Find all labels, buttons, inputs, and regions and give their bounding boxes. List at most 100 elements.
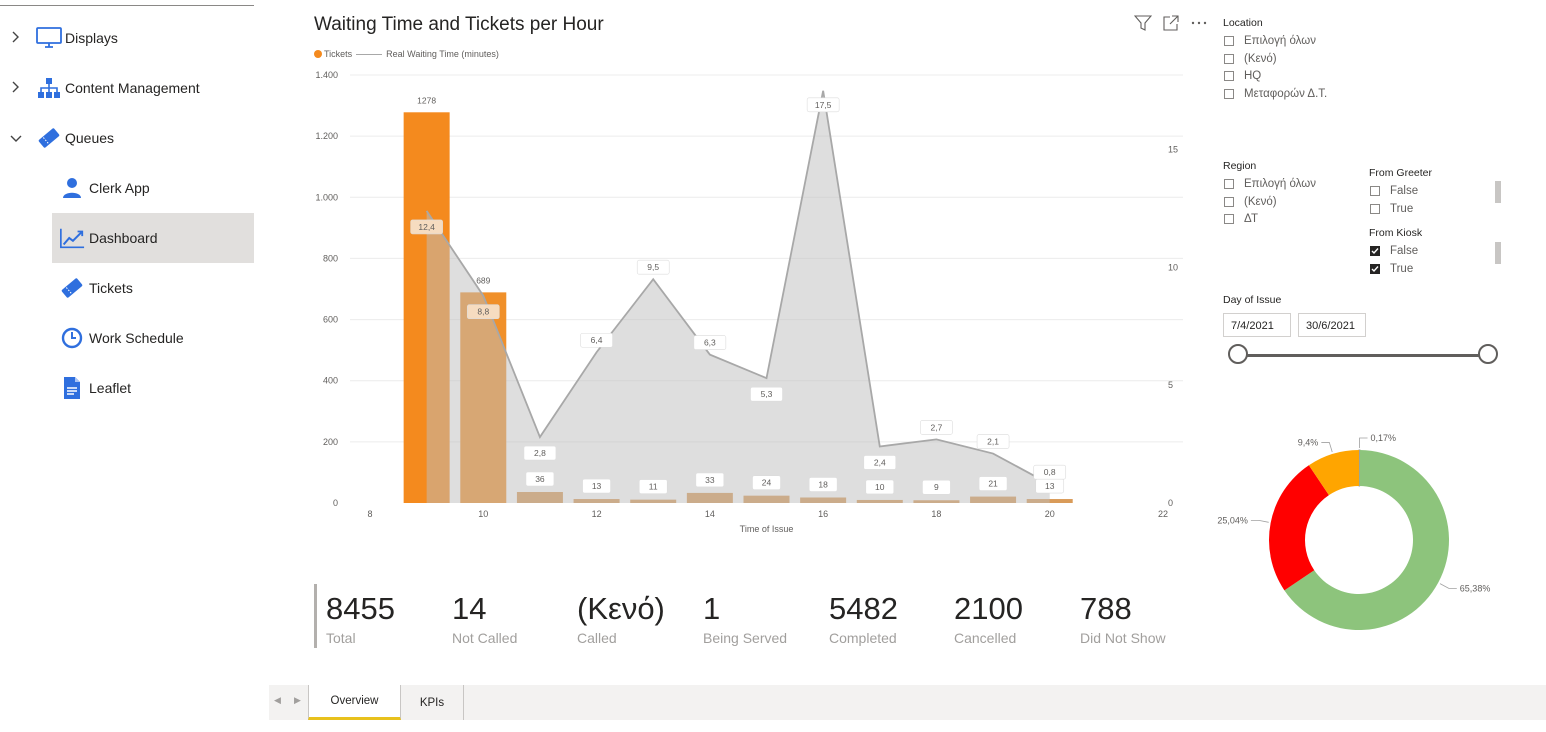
checkbox-checked-icon[interactable] (1370, 263, 1380, 274)
checkbox-icon[interactable] (1224, 88, 1234, 99)
sidebar-item-work-schedule[interactable]: Work Schedule (52, 313, 254, 363)
tab-kpis[interactable]: KPIs (401, 685, 464, 720)
donut-slice-label: 0,17% (1371, 433, 1397, 443)
bar-data-label: 24 (762, 478, 772, 488)
y-axis-left-tick-label: 600 (323, 315, 338, 325)
end-date-input[interactable]: 30/6/2021 (1298, 313, 1366, 337)
sidebar-item-content-management[interactable]: Content Management (0, 63, 254, 113)
region-option[interactable]: Επιλογή όλων (1224, 178, 1316, 190)
from-kiosk-slicer-title: From Kiosk (1369, 227, 1423, 239)
donut-slice (1284, 450, 1449, 630)
kpi-value: 8455 (326, 591, 395, 626)
sidebar-item-displays[interactable]: Displays (0, 13, 254, 63)
option-label: False (1390, 185, 1419, 197)
sidebar-item-leaflet[interactable]: Leaflet (52, 363, 254, 413)
tab-prev-icon[interactable]: ◀ (274, 695, 281, 705)
focus-mode-icon[interactable] (1162, 14, 1180, 32)
bar-data-label-bg (695, 472, 725, 488)
chevron-right-icon[interactable] (10, 81, 22, 96)
legend-marker-waiting-time (356, 53, 383, 55)
bar-data-label-bg (752, 475, 781, 490)
checkbox-icon[interactable] (1224, 53, 1234, 64)
more-options-icon[interactable] (1190, 14, 1208, 32)
ticket-icon (36, 125, 62, 151)
from-greeter-option[interactable]: True (1370, 203, 1413, 215)
line-data-label-bg (410, 219, 443, 235)
bar-data-label: 689 (476, 275, 490, 285)
checkbox-icon[interactable] (1224, 71, 1234, 81)
tab-next-icon[interactable]: ▶ (294, 695, 301, 705)
line-data-label-bg (750, 386, 783, 402)
option-label: ΔΤ (1244, 213, 1259, 225)
region-slicer-title: Region (1223, 160, 1257, 172)
bar-data-label-bg (865, 479, 895, 495)
from-greeter-scrollbar[interactable] (1495, 181, 1501, 203)
x-axis-tick-label: 14 (705, 509, 715, 519)
region-option[interactable]: (Κενό) (1224, 196, 1277, 208)
from-greeter-option[interactable]: False (1370, 185, 1418, 197)
kpi-accent-bar (314, 584, 317, 648)
checkbox-icon[interactable] (1224, 196, 1234, 207)
location-option[interactable]: HQ (1224, 70, 1261, 82)
chart-legend: Tickets Real Waiting Time (minutes) (314, 49, 499, 59)
checkbox-icon[interactable] (1370, 186, 1380, 196)
location-option[interactable]: (Κενό) (1224, 53, 1277, 65)
bar-data-label-bg (525, 471, 555, 487)
sidebar-item-clerk-app[interactable]: Clerk App (52, 163, 254, 213)
from-kiosk-option[interactable]: True (1370, 263, 1413, 275)
sidebar-item-label: Clerk App (89, 180, 150, 196)
option-label: True (1390, 202, 1414, 215)
sidebar-item-dashboard[interactable]: Dashboard (52, 213, 254, 263)
checkbox-checked-icon[interactable] (1370, 246, 1380, 256)
line-data-label-bg (1033, 464, 1067, 480)
option-label: True (1390, 262, 1414, 275)
donut-slice-label: 25,04% (1217, 515, 1248, 525)
bar-data-label: 13 (592, 481, 602, 491)
line-data-label: 9,5 (647, 262, 659, 272)
line-data-label-bg (693, 335, 727, 350)
start-date-input[interactable]: 7/4/2021 (1223, 313, 1291, 337)
kpi-value: 2100 (954, 591, 1023, 626)
checkbox-icon[interactable] (1224, 36, 1234, 46)
date-range-start-handle[interactable] (1228, 344, 1248, 364)
sidebar-item-tickets[interactable]: Tickets (52, 263, 254, 313)
x-axis-tick-label: 16 (818, 509, 828, 519)
bar-data-label-bg (978, 476, 1008, 491)
donut-slice-label: 9,4% (1298, 437, 1319, 447)
y-axis-left-tick-label: 1.400 (315, 70, 338, 80)
region-option[interactable]: ΔΤ (1224, 213, 1258, 225)
location-option[interactable]: Επιλογή όλων (1224, 35, 1316, 47)
checkbox-icon[interactable] (1224, 179, 1234, 189)
line-data-label-bg (580, 332, 613, 348)
line-data-label-bg (466, 304, 500, 320)
kpi-label: Cancelled (954, 630, 1017, 646)
line-data-label-bg (863, 455, 897, 470)
sidebar-item-label: Tickets (89, 280, 133, 296)
bar-data-label: 36 (535, 474, 545, 484)
kpi-label: Being Served (703, 630, 788, 646)
sidebar-item-label: Leaflet (89, 380, 132, 396)
x-axis-tick-label: 8 (367, 509, 372, 519)
date-range-slider-track[interactable] (1238, 354, 1488, 357)
tab-overview[interactable]: Overview (308, 685, 401, 720)
location-slicer-title: Location (1223, 17, 1263, 29)
from-kiosk-option[interactable]: False (1370, 245, 1418, 257)
filter-icon[interactable] (1133, 14, 1153, 32)
x-axis-title: Time of Issue (740, 524, 794, 534)
chevron-down-icon[interactable] (10, 131, 22, 146)
option-label: (Κενό) (1244, 52, 1277, 65)
donut-leader-line (1250, 519, 1269, 523)
location-option[interactable]: Μεταφορών Δ.Τ. (1224, 88, 1327, 100)
donut-slice (1358, 449, 1361, 487)
option-label: False (1390, 245, 1419, 257)
chevron-right-icon[interactable] (10, 31, 22, 46)
sidebar-item-queues[interactable]: Queues (0, 113, 254, 163)
line-data-label: 2,7 (931, 422, 943, 432)
date-range-end-handle[interactable] (1478, 344, 1498, 364)
ticket-icon (59, 275, 85, 301)
area-waiting-time (426, 90, 1050, 504)
from-kiosk-scrollbar[interactable] (1495, 242, 1501, 264)
legend-label-tickets: Tickets (324, 49, 353, 59)
checkbox-icon[interactable] (1370, 203, 1380, 214)
checkbox-icon[interactable] (1224, 214, 1234, 224)
